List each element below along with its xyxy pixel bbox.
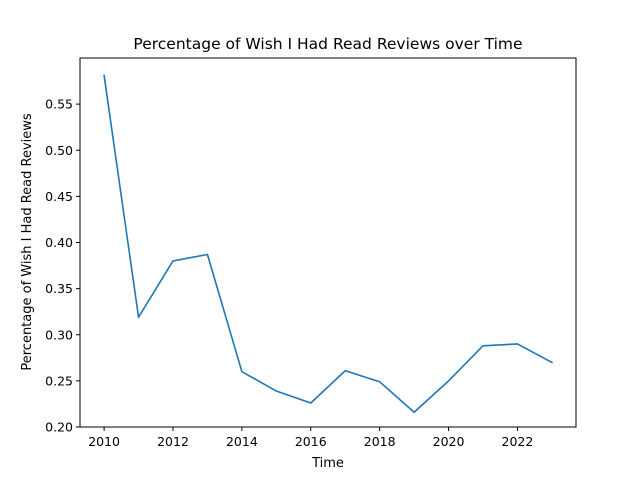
plot-area-frame: [79, 57, 577, 428]
y-tick-label: 0.25: [45, 373, 73, 388]
x-tick-label: 2010: [88, 434, 120, 449]
y-tick-label: 0.35: [45, 281, 73, 296]
chart-title: Percentage of Wish I Had Read Reviews ov…: [133, 35, 522, 53]
y-axis-ticks: 0.20 0.25 0.30 0.35 0.40 0.45 0.50 0.55: [45, 97, 80, 435]
y-tick-label: 0.30: [45, 327, 73, 342]
y-tick-label: 0.40: [45, 235, 73, 250]
x-axis-ticks: 2010 2012 2014 2016 2018 2020 2022: [88, 427, 533, 449]
series-line-0: [103, 74, 553, 414]
x-tick-label: 2018: [364, 434, 396, 449]
y-tick-label: 0.45: [45, 189, 73, 204]
y-tick-label: 0.20: [45, 420, 73, 435]
x-tick-label: 2014: [226, 434, 258, 449]
x-tick-label: 2016: [295, 434, 327, 449]
x-tick-label: 2012: [157, 434, 189, 449]
x-axis-label: Time: [311, 456, 344, 471]
y-tick-label: 0.50: [45, 143, 73, 158]
y-tick-label: 0.55: [45, 97, 73, 112]
y-axis-label: Percentage of Wish I Had Read Reviews: [20, 113, 35, 371]
x-tick-label: 2020: [433, 434, 465, 449]
series-layer: [103, 74, 553, 414]
x-tick-label: 2022: [502, 434, 534, 449]
